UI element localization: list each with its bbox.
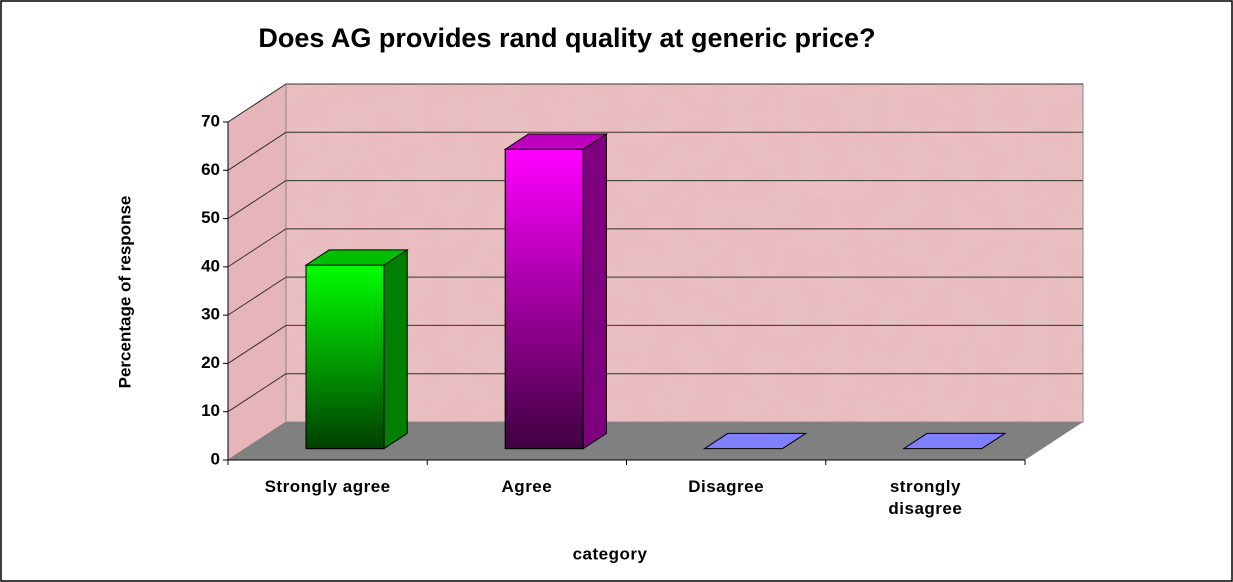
y-tick-label: 70 (201, 111, 220, 130)
bar-top (702, 432, 808, 450)
grid-line (227, 228, 287, 268)
floor (228, 422, 1083, 460)
x-tick-label: strongly disagree (888, 477, 963, 518)
grid-line (227, 325, 287, 364)
y-axis-title: Percentage of response (115, 196, 134, 389)
bar-front-shade (504, 148, 584, 450)
side-wall (227, 83, 287, 461)
y-tick-label: 40 (201, 256, 220, 275)
grid-line (227, 83, 287, 123)
bar-top (304, 249, 409, 266)
bar-top (503, 133, 609, 150)
y-tick-label: 20 (201, 353, 220, 372)
y-tick-label: 10 (201, 401, 220, 420)
grid-line (227, 276, 287, 316)
bar-side-shade (583, 134, 607, 449)
x-tick-label: Agree (501, 477, 553, 496)
y-tick-label: 50 (201, 208, 220, 227)
y-tick-label: 30 (201, 305, 220, 324)
wall-texture (286, 84, 1083, 422)
grid-line (227, 373, 287, 413)
bar-top (902, 432, 1007, 450)
bar-top-shade (505, 134, 607, 150)
y-tick-label: 60 (201, 160, 220, 179)
x-tick-label: Disagree (688, 477, 765, 496)
grid-line (227, 131, 287, 171)
x-axis-title: category (573, 544, 648, 563)
bar-side-shade (384, 249, 408, 449)
bar-front-shade (305, 264, 385, 450)
y-tick-label: 0 (211, 449, 220, 468)
x-tick-label: Strongly agree (264, 477, 391, 496)
bar-top-shade (306, 249, 408, 266)
grid-line (227, 180, 287, 219)
chart-title: Does AG provides rand quality at generic… (258, 23, 875, 53)
